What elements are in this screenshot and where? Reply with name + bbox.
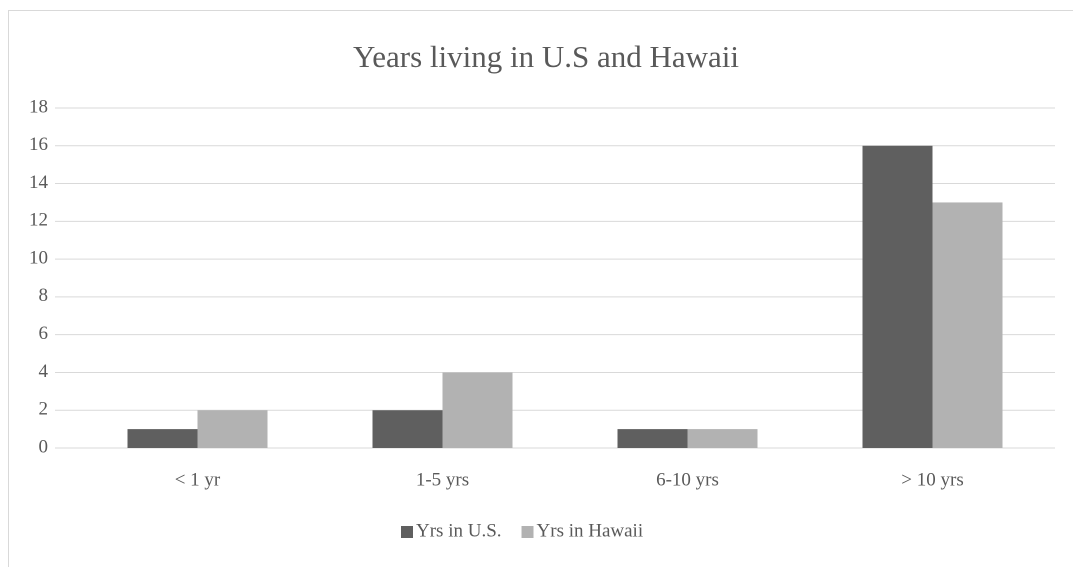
legend-label: Yrs in U.S. — [416, 520, 502, 541]
legend-label: Yrs in Hawaii — [537, 520, 644, 541]
bar — [127, 429, 198, 448]
y-tick-label: 2 — [39, 399, 49, 420]
x-tick-label: 1-5 yrs — [416, 469, 469, 490]
chart-title: Years living in U.S and Hawaii — [353, 39, 739, 74]
y-tick-label: 10 — [29, 247, 48, 268]
bar — [862, 145, 933, 448]
y-tick-label: 18 — [29, 96, 48, 117]
bar — [372, 410, 443, 448]
y-tick-label: 14 — [29, 172, 49, 193]
bar — [617, 429, 688, 448]
bar — [687, 429, 758, 448]
legend-swatch — [521, 526, 534, 538]
x-tick-label: 6-10 yrs — [656, 469, 719, 490]
y-tick-label: 0 — [39, 436, 49, 457]
legend-swatch — [401, 526, 413, 538]
bar — [442, 372, 513, 448]
bar — [197, 410, 268, 448]
bar — [932, 202, 1003, 448]
y-tick-label: 6 — [39, 323, 49, 344]
y-tick-label: 4 — [39, 361, 49, 382]
x-tick-label: > 10 yrs — [901, 469, 963, 490]
y-tick-label: 8 — [39, 285, 49, 306]
x-tick-label: < 1 yr — [175, 469, 221, 490]
y-tick-label: 12 — [29, 210, 48, 231]
y-tick-label: 16 — [29, 134, 48, 155]
